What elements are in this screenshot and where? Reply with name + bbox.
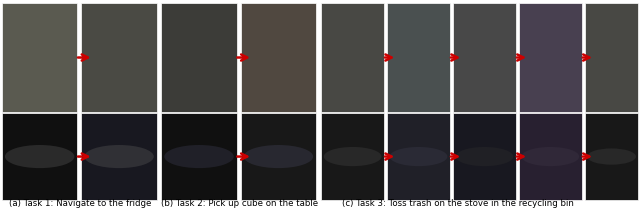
Bar — [241, 113, 316, 200]
Bar — [387, 3, 450, 112]
Bar — [453, 113, 516, 200]
Ellipse shape — [244, 145, 313, 168]
Bar — [519, 3, 582, 112]
Ellipse shape — [164, 145, 234, 168]
Bar — [519, 113, 582, 200]
Ellipse shape — [587, 148, 636, 165]
Bar — [321, 113, 384, 200]
Bar — [241, 3, 316, 112]
Bar — [321, 3, 384, 112]
Ellipse shape — [390, 147, 447, 166]
Bar — [387, 113, 450, 200]
Bar — [81, 113, 157, 200]
Bar — [2, 3, 77, 112]
Bar — [585, 3, 638, 112]
Ellipse shape — [522, 147, 579, 166]
Text: (a) Task 1: Navigate to the fridge: (a) Task 1: Navigate to the fridge — [9, 199, 151, 208]
Text: (b) Task 2: Pick up cube on the table: (b) Task 2: Pick up cube on the table — [161, 199, 319, 208]
Bar — [81, 3, 157, 112]
Ellipse shape — [84, 145, 154, 168]
Bar — [2, 113, 77, 200]
Bar — [585, 113, 638, 200]
Ellipse shape — [5, 145, 74, 168]
Ellipse shape — [456, 147, 513, 166]
Bar — [161, 3, 237, 112]
Bar — [453, 3, 516, 112]
Ellipse shape — [324, 147, 381, 166]
Text: (c) Task 3: Toss trash on the stove in the recycling bin: (c) Task 3: Toss trash on the stove in t… — [342, 199, 573, 208]
Bar — [161, 113, 237, 200]
